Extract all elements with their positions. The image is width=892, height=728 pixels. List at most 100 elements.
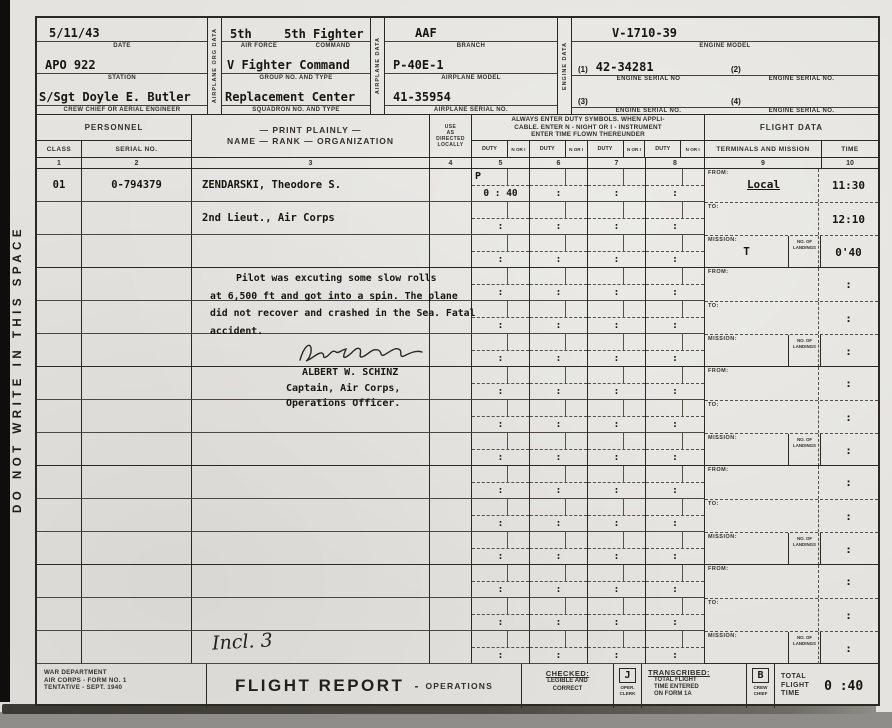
flight-data-header: FLIGHT DATA TERMINALS AND MISSION TIME	[705, 115, 878, 157]
duty-entry	[472, 400, 529, 417]
duty-time: :	[613, 254, 620, 265]
duty-time: :	[555, 584, 562, 595]
personnel-cells	[37, 268, 472, 366]
duty-cells: : : : : : : : : : : : :	[472, 466, 705, 564]
airplane-model-value: P-40E-1	[385, 58, 557, 74]
duty-entry	[588, 235, 645, 252]
duty-time: :	[555, 650, 562, 661]
engine-serial-2: (2) ENGINE SERIAL NO.	[725, 50, 878, 82]
duty-time: 0 : 40	[483, 188, 518, 199]
duty-time: :	[497, 584, 504, 595]
use-cell	[430, 235, 472, 267]
personnel-header: PERSONNEL CLASS SERIAL NO.	[37, 115, 192, 157]
date-field: 5/11/43 DATE	[37, 18, 207, 50]
paper-edge-shadow	[2, 704, 876, 714]
table-body: 01 0-794379 ZENDARSKI, Theodore S. 2nd L…	[37, 168, 878, 664]
engine-serial-1: (1) 42-34281 ENGINE SERIAL NO	[572, 50, 725, 82]
duty-entry	[646, 532, 704, 549]
class-cell	[37, 466, 82, 498]
name-cell	[192, 433, 430, 465]
date-label: DATE	[113, 43, 131, 49]
duty-entry	[646, 334, 704, 351]
serial-cell	[82, 532, 192, 564]
use-cell	[430, 334, 472, 366]
duty-time: :	[497, 551, 504, 562]
flight-data-cells: FROM: Local 11:30 TO: 12:10 MISSION: T N…	[705, 169, 878, 267]
from-label: FROM:	[708, 170, 729, 176]
class-cell	[37, 433, 82, 465]
to-row: TO: :	[705, 400, 878, 433]
group-label: GROUP NO. AND TYPE	[259, 75, 333, 81]
entry-block: 01 0-794379 ZENDARSKI, Theodore S. 2nd L…	[37, 169, 878, 268]
from-row: FROM: :	[705, 367, 878, 400]
entry-block: : : : : : : : : : : : : FROM:	[37, 367, 878, 466]
duty-entry	[472, 433, 529, 450]
duty-entry	[530, 466, 587, 483]
squadron-value: Replacement Center	[222, 90, 370, 106]
mission-time: 0'40	[818, 236, 878, 267]
engine-model-field: V-1710-39 ENGINE MODEL	[572, 18, 878, 50]
to-time: :	[818, 401, 878, 433]
duty-time: :	[497, 386, 504, 397]
name-cell: 2nd Lieut., Air Corps	[192, 202, 430, 234]
duty-entry	[646, 400, 704, 417]
serial-cell	[82, 235, 192, 267]
n-or-i-label: N OR I	[685, 146, 700, 152]
duty-time: :	[672, 617, 678, 628]
name-cell	[192, 301, 430, 333]
command-label: COMMAND	[315, 43, 351, 49]
air-force-value: 5th	[230, 27, 252, 41]
duty-time: :	[613, 419, 620, 430]
duty-time: :	[613, 485, 620, 496]
duty-time: :	[555, 617, 562, 628]
duty-entry	[530, 169, 587, 186]
duty-entry	[472, 598, 529, 615]
duty-entry	[472, 466, 529, 483]
duty-entry	[530, 301, 587, 318]
serial-cell	[82, 499, 192, 531]
signer-title: Operations Officer.	[286, 398, 401, 409]
operations-clerk-cell: J OPER. CLERK	[614, 664, 642, 708]
duty-entry	[588, 499, 645, 516]
mission-label: MISSION:	[708, 336, 738, 342]
from-label: FROM:	[708, 368, 729, 374]
n-or-i-label: N OR I	[511, 146, 526, 152]
to-label: TO:	[708, 303, 719, 309]
duty-entry	[646, 499, 704, 516]
duty-entry	[530, 499, 587, 516]
flight-data-cells: FROM: : TO: : MISSION: NO. OF LANDINGS :	[705, 268, 878, 366]
from-time: :	[818, 466, 878, 499]
class-cell: 01	[37, 169, 82, 201]
duty-time: :	[613, 221, 620, 232]
class-header: CLASS	[37, 141, 82, 157]
to-row: TO: 12:10	[705, 202, 878, 235]
engine-serial-1-value: 42-34281	[595, 60, 654, 74]
command-value: 5th Fighter	[284, 27, 364, 41]
duty-entry	[472, 499, 529, 516]
duty-label: DUTY	[530, 141, 566, 157]
to-row: TO: :	[705, 598, 878, 631]
duty-entry	[588, 400, 645, 417]
date-value: 5/11/43	[37, 26, 207, 42]
duty-instructions: ALWAYS ENTER DUTY SYMBOLS. WHEN APPLI- C…	[472, 115, 704, 141]
duty-entry	[530, 334, 587, 351]
to-label: TO:	[708, 501, 719, 507]
use-cell	[430, 466, 472, 498]
station-column: 5/11/43 DATE APO 922 STATION S/Sgt Doyle…	[37, 18, 207, 114]
duty-time: :	[555, 551, 562, 562]
serial-no-header: SERIAL NO.	[115, 145, 158, 153]
name-cell	[192, 466, 430, 498]
duty-time: :	[672, 386, 678, 397]
duty-entry	[588, 631, 645, 648]
name-cell	[192, 499, 430, 531]
duty-time: :	[672, 353, 678, 364]
name-cell: ZENDARSKI, Theodore S.	[192, 169, 430, 201]
duty-entry	[646, 235, 704, 252]
form-identifier: WAR DEPARTMENT AIR CORPS - FORM NO. 1 TE…	[37, 664, 207, 708]
airplane-data-strip: AIRPLANE DATA	[370, 18, 385, 114]
from-row: FROM: Local 11:30	[705, 169, 878, 202]
from-row: FROM: :	[705, 466, 878, 499]
duty-entry	[530, 400, 587, 417]
time-header: TIME	[841, 145, 859, 153]
duty-entry	[588, 301, 645, 318]
